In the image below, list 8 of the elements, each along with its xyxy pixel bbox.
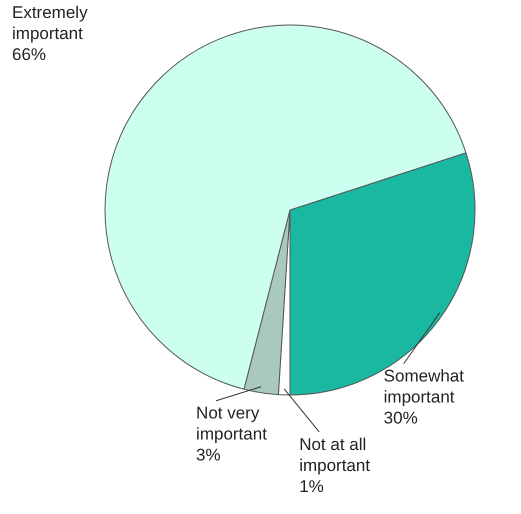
data-label: 3%: [196, 446, 221, 465]
slice-label: Not at all important: [299, 434, 370, 475]
slice-label: Extremely important: [12, 3, 88, 43]
slice-label: Somewhat important: [384, 366, 464, 407]
data-label: 66%: [12, 45, 46, 64]
data-label: 1%: [299, 476, 324, 496]
data-label: 30%: [384, 408, 418, 428]
slice-label: Not very important: [196, 404, 268, 444]
